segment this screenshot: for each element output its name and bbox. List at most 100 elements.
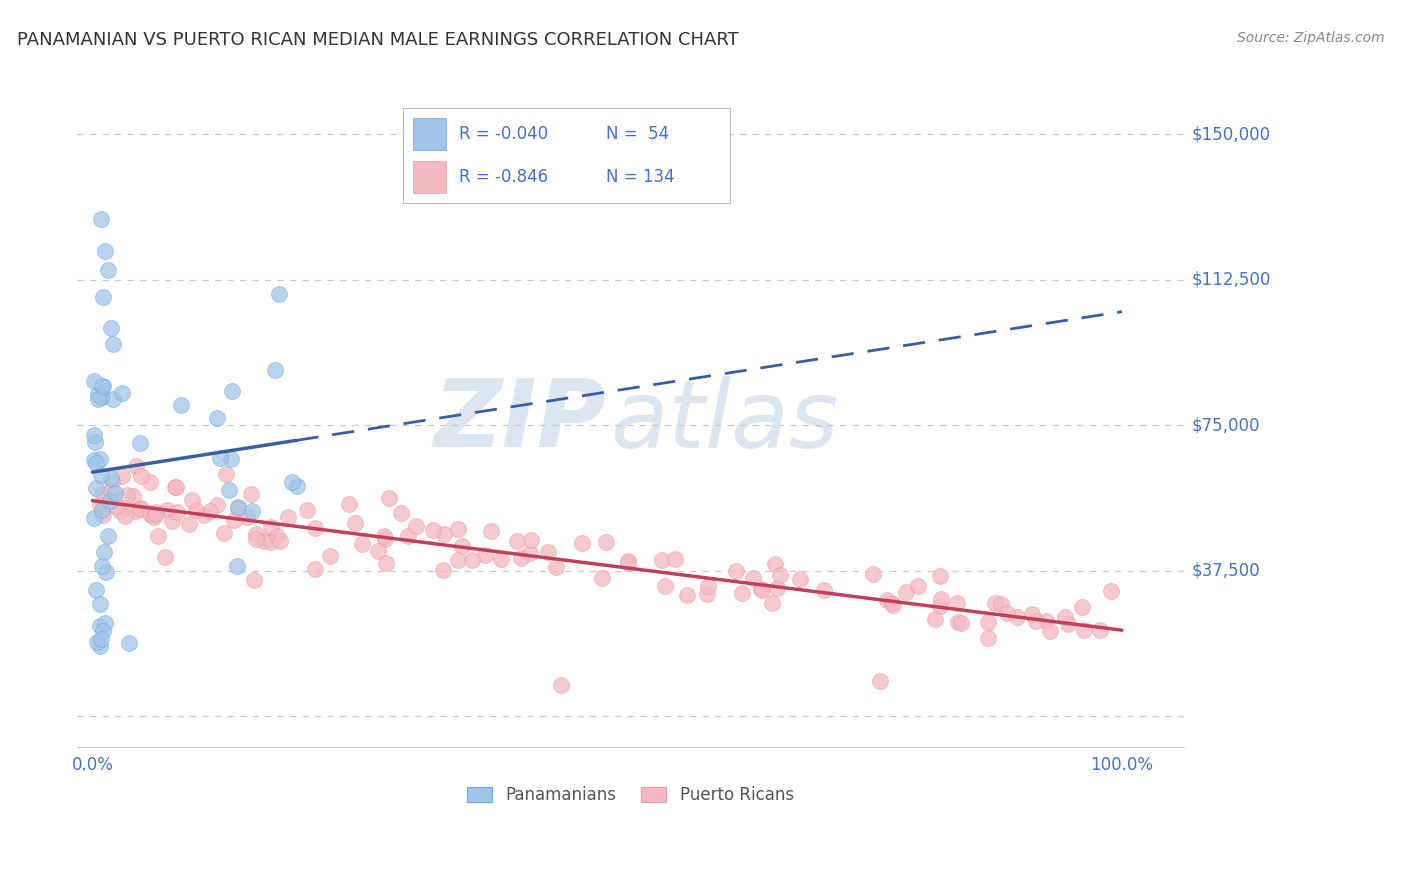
Point: [277, 510, 299, 524]
Point: [367, 544, 389, 558]
Point: [696, 579, 718, 593]
Point: [83, 428, 105, 442]
Point: [1054, 609, 1077, 624]
Text: $75,000: $75,000: [1192, 417, 1261, 434]
Point: [869, 674, 891, 689]
Point: [200, 504, 222, 518]
Point: [260, 520, 283, 534]
Point: [894, 585, 917, 599]
Point: [591, 571, 613, 585]
Text: ZIP: ZIP: [433, 376, 606, 467]
Point: [319, 549, 342, 564]
Point: [450, 539, 472, 553]
Point: [84, 456, 107, 470]
Point: [170, 399, 193, 413]
Point: [215, 467, 238, 482]
Point: [90, 487, 112, 501]
Point: [90, 632, 112, 646]
Point: [260, 534, 283, 549]
Point: [207, 499, 229, 513]
Point: [90, 558, 112, 573]
Point: [281, 475, 304, 489]
Point: [124, 504, 146, 518]
Point: [94, 616, 117, 631]
Point: [550, 678, 572, 692]
Point: [433, 526, 456, 541]
Point: [105, 500, 128, 514]
Point: [263, 363, 285, 377]
Point: [165, 479, 187, 493]
Point: [460, 553, 482, 567]
Point: [205, 410, 228, 425]
Point: [121, 489, 143, 503]
Point: [138, 475, 160, 489]
Point: [976, 615, 998, 629]
Point: [1099, 584, 1122, 599]
Point: [84, 435, 107, 450]
Point: [90, 468, 112, 483]
Point: [654, 579, 676, 593]
Point: [84, 582, 107, 597]
Point: [269, 287, 291, 301]
Point: [766, 581, 789, 595]
Point: [1025, 614, 1047, 628]
Point: [432, 563, 454, 577]
Point: [675, 588, 697, 602]
Point: [378, 491, 401, 505]
Point: [730, 586, 752, 600]
Point: [245, 527, 267, 541]
Point: [1039, 624, 1062, 638]
Point: [924, 611, 946, 625]
Point: [491, 552, 513, 566]
Point: [595, 535, 617, 549]
Point: [350, 537, 373, 551]
Point: [520, 533, 543, 547]
Point: [1007, 609, 1029, 624]
Point: [165, 480, 187, 494]
Point: [1056, 617, 1078, 632]
Point: [89, 597, 111, 611]
Point: [571, 535, 593, 549]
Point: [89, 619, 111, 633]
Point: [344, 516, 367, 530]
Point: [129, 501, 152, 516]
Point: [882, 598, 904, 612]
Point: [100, 470, 122, 484]
Point: [285, 479, 308, 493]
Point: [396, 529, 419, 543]
Point: [617, 556, 640, 570]
Point: [228, 500, 250, 514]
Point: [212, 526, 235, 541]
Point: [1073, 623, 1095, 637]
Point: [266, 529, 288, 543]
Point: [519, 545, 541, 559]
Point: [1021, 607, 1043, 621]
Point: [537, 544, 560, 558]
Point: [181, 493, 204, 508]
Point: [297, 502, 319, 516]
Point: [221, 384, 243, 399]
Point: [1035, 614, 1057, 628]
Point: [337, 497, 360, 511]
Point: [929, 599, 952, 614]
Point: [907, 579, 929, 593]
Point: [1071, 599, 1094, 614]
Point: [474, 548, 496, 562]
Point: [209, 451, 232, 466]
Point: [741, 571, 763, 585]
Point: [651, 552, 673, 566]
Point: [219, 452, 242, 467]
Point: [304, 520, 326, 534]
Point: [696, 586, 718, 600]
Point: [769, 567, 792, 582]
Point: [374, 533, 396, 547]
Point: [155, 550, 177, 565]
Point: [100, 321, 122, 335]
Point: [218, 483, 240, 497]
Point: [235, 509, 257, 524]
Point: [179, 517, 201, 532]
Point: [226, 558, 249, 573]
Text: Source: ZipAtlas.com: Source: ZipAtlas.com: [1237, 31, 1385, 45]
Point: [405, 519, 427, 533]
Point: [100, 484, 122, 499]
